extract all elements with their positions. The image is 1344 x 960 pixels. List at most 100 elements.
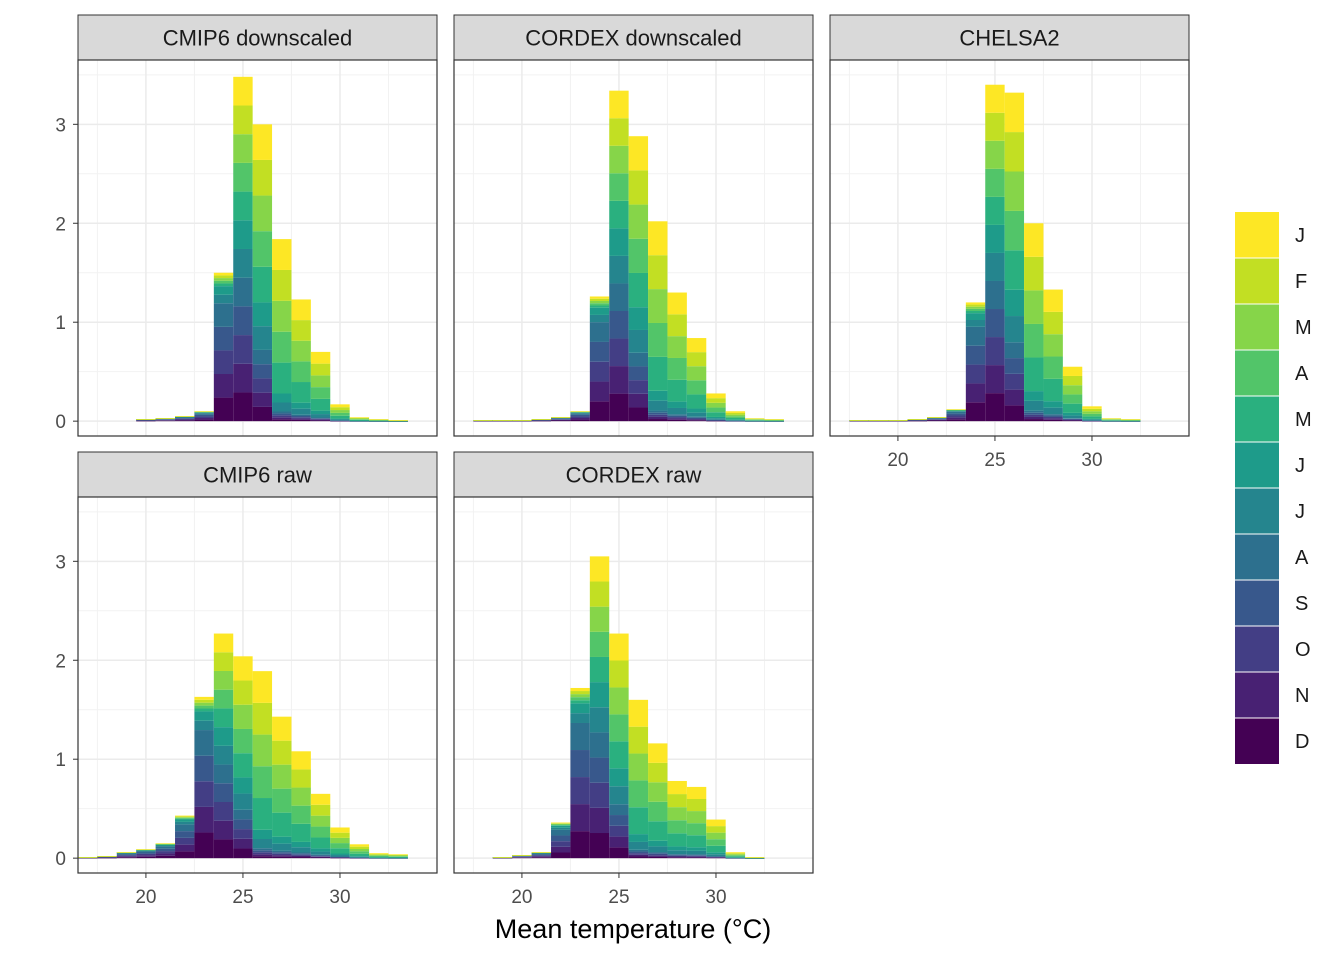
histogram-bar-segment xyxy=(628,726,649,754)
histogram-bar-segment xyxy=(492,857,513,858)
histogram-bar-segment xyxy=(589,307,610,315)
histogram-bar-segment xyxy=(686,366,707,381)
histogram-bar-segment xyxy=(330,420,350,421)
histogram-bar-segment xyxy=(985,337,1005,366)
histogram-bar-segment xyxy=(213,272,234,276)
histogram-bar-segment xyxy=(330,857,350,858)
histogram-bar-segment xyxy=(907,420,928,422)
x-tick-label: 30 xyxy=(705,887,726,908)
histogram-bar-segment xyxy=(310,857,331,859)
histogram-bar-segment xyxy=(512,855,532,856)
histogram-bar-segment xyxy=(628,136,649,171)
histogram-bar-segment xyxy=(628,380,649,394)
histogram-bar-segment xyxy=(136,851,156,853)
histogram-bar-segment xyxy=(706,419,726,421)
histogram-bar-segment xyxy=(116,853,137,854)
histogram-bar-segment xyxy=(706,402,726,408)
histogram-bar-segment xyxy=(551,824,571,826)
histogram-bar-segment xyxy=(175,418,195,420)
histogram-bar-segment xyxy=(272,788,292,813)
histogram-bar-segment xyxy=(136,852,156,854)
histogram-bar-segment xyxy=(1024,391,1044,401)
histogram-bar-segment xyxy=(330,407,350,411)
histogram-bar-segment xyxy=(330,848,350,854)
histogram-bar-segment xyxy=(310,837,331,849)
histogram-bar-segment xyxy=(570,700,590,704)
histogram-bar-segment xyxy=(349,420,370,422)
histogram-bar-segment xyxy=(570,694,590,698)
histogram-bar-segment xyxy=(609,90,629,119)
histogram-bar-segment xyxy=(175,821,195,825)
histogram-bar-segment xyxy=(194,832,214,859)
histogram-bar-segment xyxy=(745,420,765,422)
histogram-bar-segment xyxy=(609,836,629,848)
histogram-bar-segment xyxy=(1121,420,1141,422)
histogram-bar-segment xyxy=(609,228,629,256)
histogram-bar-segment xyxy=(551,419,571,421)
histogram-bar-segment xyxy=(1062,415,1083,419)
histogram-bar-segment xyxy=(725,853,746,855)
histogram-bar-segment xyxy=(388,420,408,421)
histogram-bar-segment xyxy=(589,341,610,362)
histogram-bar-segment xyxy=(330,404,350,408)
histogram-bar-segment xyxy=(570,697,590,701)
histogram-bar-segment xyxy=(589,314,610,323)
histogram-bar-segment xyxy=(272,300,292,332)
facet-title: CORDEX downscaled xyxy=(525,26,741,51)
y-tick-label: 3 xyxy=(55,115,66,136)
histogram-bar-segment xyxy=(551,835,571,842)
histogram-bar-segment xyxy=(252,734,273,767)
histogram-bar-segment xyxy=(686,416,707,418)
histogram-bar-segment xyxy=(233,704,253,729)
legend-key xyxy=(1235,488,1279,534)
histogram-bar-segment xyxy=(194,416,214,419)
x-tick-label: 25 xyxy=(608,887,629,908)
histogram-bar-segment xyxy=(985,168,1005,197)
histogram-bar-segment xyxy=(252,364,273,379)
histogram-bar-segment xyxy=(213,745,234,765)
histogram-bar-segment xyxy=(1043,334,1063,357)
histogram-bar-segment xyxy=(1101,420,1122,422)
histogram-bar-segment xyxy=(252,231,273,267)
histogram-bar-segment xyxy=(706,407,726,413)
histogram-bar-segment xyxy=(330,843,350,849)
histogram-bar-segment xyxy=(745,857,765,858)
histogram-bar-segment xyxy=(272,413,292,416)
histogram-bar-segment xyxy=(764,419,784,420)
histogram-bar-segment xyxy=(609,660,629,688)
histogram-bar-segment xyxy=(310,856,331,858)
histogram-bar-segment xyxy=(194,708,214,712)
histogram-bar-segment xyxy=(136,849,156,850)
histogram-bar-segment xyxy=(291,823,311,842)
histogram-bar-segment xyxy=(369,853,389,855)
histogram-bar-segment xyxy=(194,412,214,414)
histogram-bar-segment xyxy=(272,740,292,765)
histogram-bar-segment xyxy=(965,313,986,320)
histogram-bar-segment xyxy=(570,691,590,695)
histogram-bar-segment xyxy=(667,820,687,834)
histogram-bar-segment xyxy=(233,306,253,336)
histogram-bar-segment xyxy=(1062,419,1083,421)
histogram-bar-segment xyxy=(330,418,350,420)
histogram-bar-segment xyxy=(667,417,687,419)
histogram-bar-segment xyxy=(609,741,629,769)
histogram-bar-segment xyxy=(686,855,707,857)
histogram-bar-segment xyxy=(686,419,707,421)
histogram-bar-segment xyxy=(570,411,590,412)
facet-panel: CMIP6 downscaled 0 1 2 3 xyxy=(55,14,438,437)
histogram-bar-segment xyxy=(706,420,726,421)
histogram-bar-segment xyxy=(589,656,610,683)
histogram-bar-segment xyxy=(175,817,195,818)
histogram-bar-segment xyxy=(589,305,610,308)
histogram-bar-segment xyxy=(233,248,253,278)
histogram-bar-segment xyxy=(985,196,1005,225)
histogram-bar-segment xyxy=(667,780,687,795)
histogram-bar-segment xyxy=(628,307,649,330)
histogram-bar-segment xyxy=(369,420,389,421)
histogram-bar-segment xyxy=(349,419,370,420)
histogram-bar-segment xyxy=(1062,420,1083,422)
histogram-bar-segment xyxy=(570,418,590,420)
histogram-bar-segment xyxy=(272,855,292,857)
histogram-bar-segment xyxy=(965,345,986,365)
